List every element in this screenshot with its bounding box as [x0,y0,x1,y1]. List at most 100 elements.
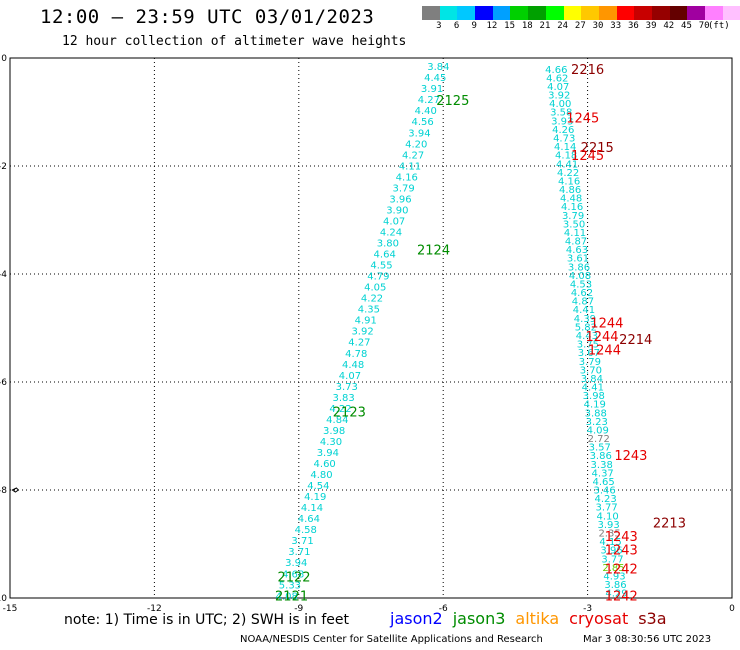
color-swatch [492,6,511,20]
wave-height-value: 4.08 [569,271,591,282]
wave-height-value: 3.67 [578,348,600,359]
wave-height-value: 4.07 [383,216,405,227]
map-subtitle: 12 hour collection of altimeter wave hei… [62,34,407,49]
pass-number-label: 2123 [333,406,366,421]
color-scale-label: 33 [610,21,622,31]
y-tick-label: -10 [0,594,7,604]
wave-height-value: 3.75 [577,340,599,351]
color-scale-label: 30 [592,21,604,31]
color-swatch [722,6,740,20]
wave-height-value: 4.65 [593,477,615,488]
wave-height-value: 4.07 [339,371,361,382]
timestamp-text: Mar 3 08:30:56 UTC 2023 [583,634,712,645]
color-scale-label: 15 [504,21,516,31]
pass-number-label: 2121 [275,589,308,604]
y-tick-label: -6 [0,378,7,388]
map-title: 12:00 — 23:59 UTC 03/01/2023 [40,6,375,28]
color-scale-labels: 3 6 9 12 15 18 21 24 27 30 33 36 39 42 45 70 [422,21,713,33]
wave-height-value: 3.71 [291,536,313,547]
wave-height-value: 4.87 [565,237,587,248]
wave-height-value: 3.79 [562,211,584,222]
pass-number-label: 1244 [588,344,621,359]
x-tick-label: -9 [294,604,303,614]
pass-number-label: 2122 [277,570,310,585]
wave-height-value: 4.62 [546,73,568,84]
pass-number-label: 1243 [605,543,638,558]
color-scale-label: 70 [698,21,710,31]
color-scale-label: 24 [557,21,569,31]
color-swatch [528,6,546,20]
color-swatch [510,6,529,20]
color-scale-label: 9 [471,21,477,31]
color-scale-label: 12 [486,21,498,31]
wave-height-value: 3.79 [579,357,601,368]
wave-height-value: 4.84 [326,415,348,426]
satellite-legend-jason2: jason2 [390,609,443,628]
wave-height-value: 3.86 [568,262,590,273]
wave-height-value: 4.58 [295,525,317,536]
wave-height-value: 4.16 [558,176,580,187]
wave-height-value: 4.45 [424,73,446,84]
wave-height-value: 3.92 [351,327,373,338]
x-tick-label: -12 [147,604,162,614]
color-swatch [616,6,635,20]
credit-text: NOAA/NESDIS Center for Satellite Applica… [240,634,543,645]
pass-number-label: 1244 [585,330,618,345]
pass-number-label: 2125 [436,94,469,109]
wave-height-value: 4.24 [380,227,402,238]
wave-height-value: 4.53 [570,279,592,290]
wave-height-value: 4.00 [549,99,571,110]
wave-height-value: 3.38 [591,460,613,471]
color-swatch [598,6,617,20]
wave-height-value: 4.86 [559,185,581,196]
island-outline [11,487,20,493]
y-tick-label: -2 [0,162,7,172]
color-swatch [439,6,458,20]
pass-number-label: 2124 [417,244,450,259]
wave-height-value: 4.66 [545,65,567,76]
wave-height-value: 3.90 [386,205,408,216]
wave-height-value: 3.94 [317,448,339,459]
satellite-legend: jason2 jason3 altika cryosat s3a [390,609,677,628]
wave-height-value: 3.93 [551,116,573,127]
wave-height-value: 4.15 [599,537,621,548]
wave-height-value: 3.94 [285,558,307,569]
wave-height-value: 4.39 [574,314,596,325]
pass-number-label: 2214 [619,333,652,348]
wave-height-value: 4.20 [405,139,427,150]
color-scale-label: 3 [436,21,442,31]
wave-height-value: 4.62 [571,288,593,299]
satellite-legend-altika: altika [515,609,560,628]
wave-height-value: 4.22 [557,168,579,179]
wave-height-value: 4.64 [298,514,320,525]
wave-height-value: 4.41 [556,159,578,170]
wave-height-value: 2.85 [602,563,624,574]
wave-height-value: 3.23 [586,417,608,428]
wave-height-value: 3.46 [594,486,616,497]
color-scale-label: 45 [681,21,692,31]
wave-height-value: 2.35 [598,528,620,539]
wave-height-value: 3.58 [550,108,572,119]
x-tick-label: -6 [439,604,448,614]
color-scale-unit: (ft) [708,21,730,31]
wave-height-value: 4.79 [367,272,389,283]
color-swatch [457,6,476,20]
wave-height-value: 4.54 [307,481,329,492]
color-swatch [581,6,599,20]
wave-height-value: 4.68 [282,569,304,580]
wave-height-value: 4.80 [310,470,332,481]
color-swatch [634,6,652,20]
wave-height-value: 4.26 [552,125,574,136]
color-swatch [687,6,705,20]
wave-height-value: 4.11 [564,228,586,239]
wave-height-value: 4.43 [576,331,598,342]
wave-height-value: 3.98 [323,426,345,437]
wave-height-value: 4.09 [587,425,609,436]
color-swatch [475,6,493,20]
x-tick-label: 0 [729,604,735,614]
color-scale-label: 18 [521,21,533,31]
wave-height-value: 4.27 [418,95,440,106]
wave-height-value: 4.40 [415,106,437,117]
wave-height-value: 4.60 [314,459,336,470]
note-text: note: 1) Time is in UTC; 2) SWH is in fe… [64,612,350,628]
